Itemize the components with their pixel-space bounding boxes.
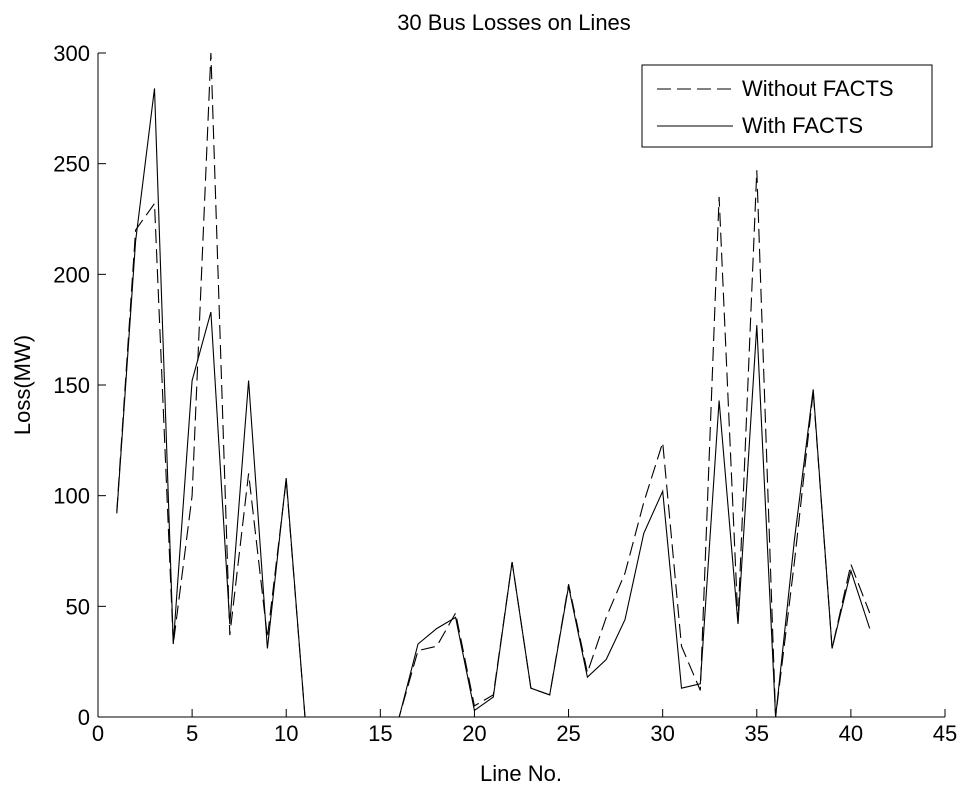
x-tick-label: 35 <box>745 721 769 746</box>
y-tick-label: 50 <box>66 594 90 619</box>
legend: Without FACTS With FACTS <box>641 64 933 148</box>
y-tick-label: 250 <box>53 152 90 177</box>
x-tick-label: 30 <box>650 721 674 746</box>
y-tick-label: 200 <box>53 262 90 287</box>
y-tick-label: 150 <box>53 373 90 398</box>
x-tick-label: 25 <box>556 721 580 746</box>
ticks-group: 0 5 10 15 20 25 30 35 40 45 0 50 100 150 200 250 300 <box>53 41 957 746</box>
y-tick-label: 300 <box>53 41 90 66</box>
legend-label-without-facts: Without FACTS <box>742 76 894 101</box>
x-tick-label: 20 <box>462 721 486 746</box>
x-tick-label: 15 <box>368 721 392 746</box>
x-tick-label: 40 <box>839 721 863 746</box>
axes-group <box>97 53 945 718</box>
x-axis-label: Line No. <box>480 761 562 786</box>
y-tick-label: 100 <box>53 484 90 509</box>
y-axis-label: Loss(MW) <box>10 335 35 435</box>
series-group <box>116 52 871 718</box>
series-line-with-facts <box>116 88 871 718</box>
x-tick-label: 45 <box>933 721 957 746</box>
x-tick-label: 0 <box>92 721 104 746</box>
x-tick-label: 5 <box>186 721 198 746</box>
legend-label-with-facts: With FACTS <box>742 113 863 138</box>
x-tick-label: 10 <box>274 721 298 746</box>
legend-box <box>641 64 933 148</box>
chart-title: 30 Bus Losses on Lines <box>397 10 631 35</box>
y-tick-label: 0 <box>78 705 90 730</box>
